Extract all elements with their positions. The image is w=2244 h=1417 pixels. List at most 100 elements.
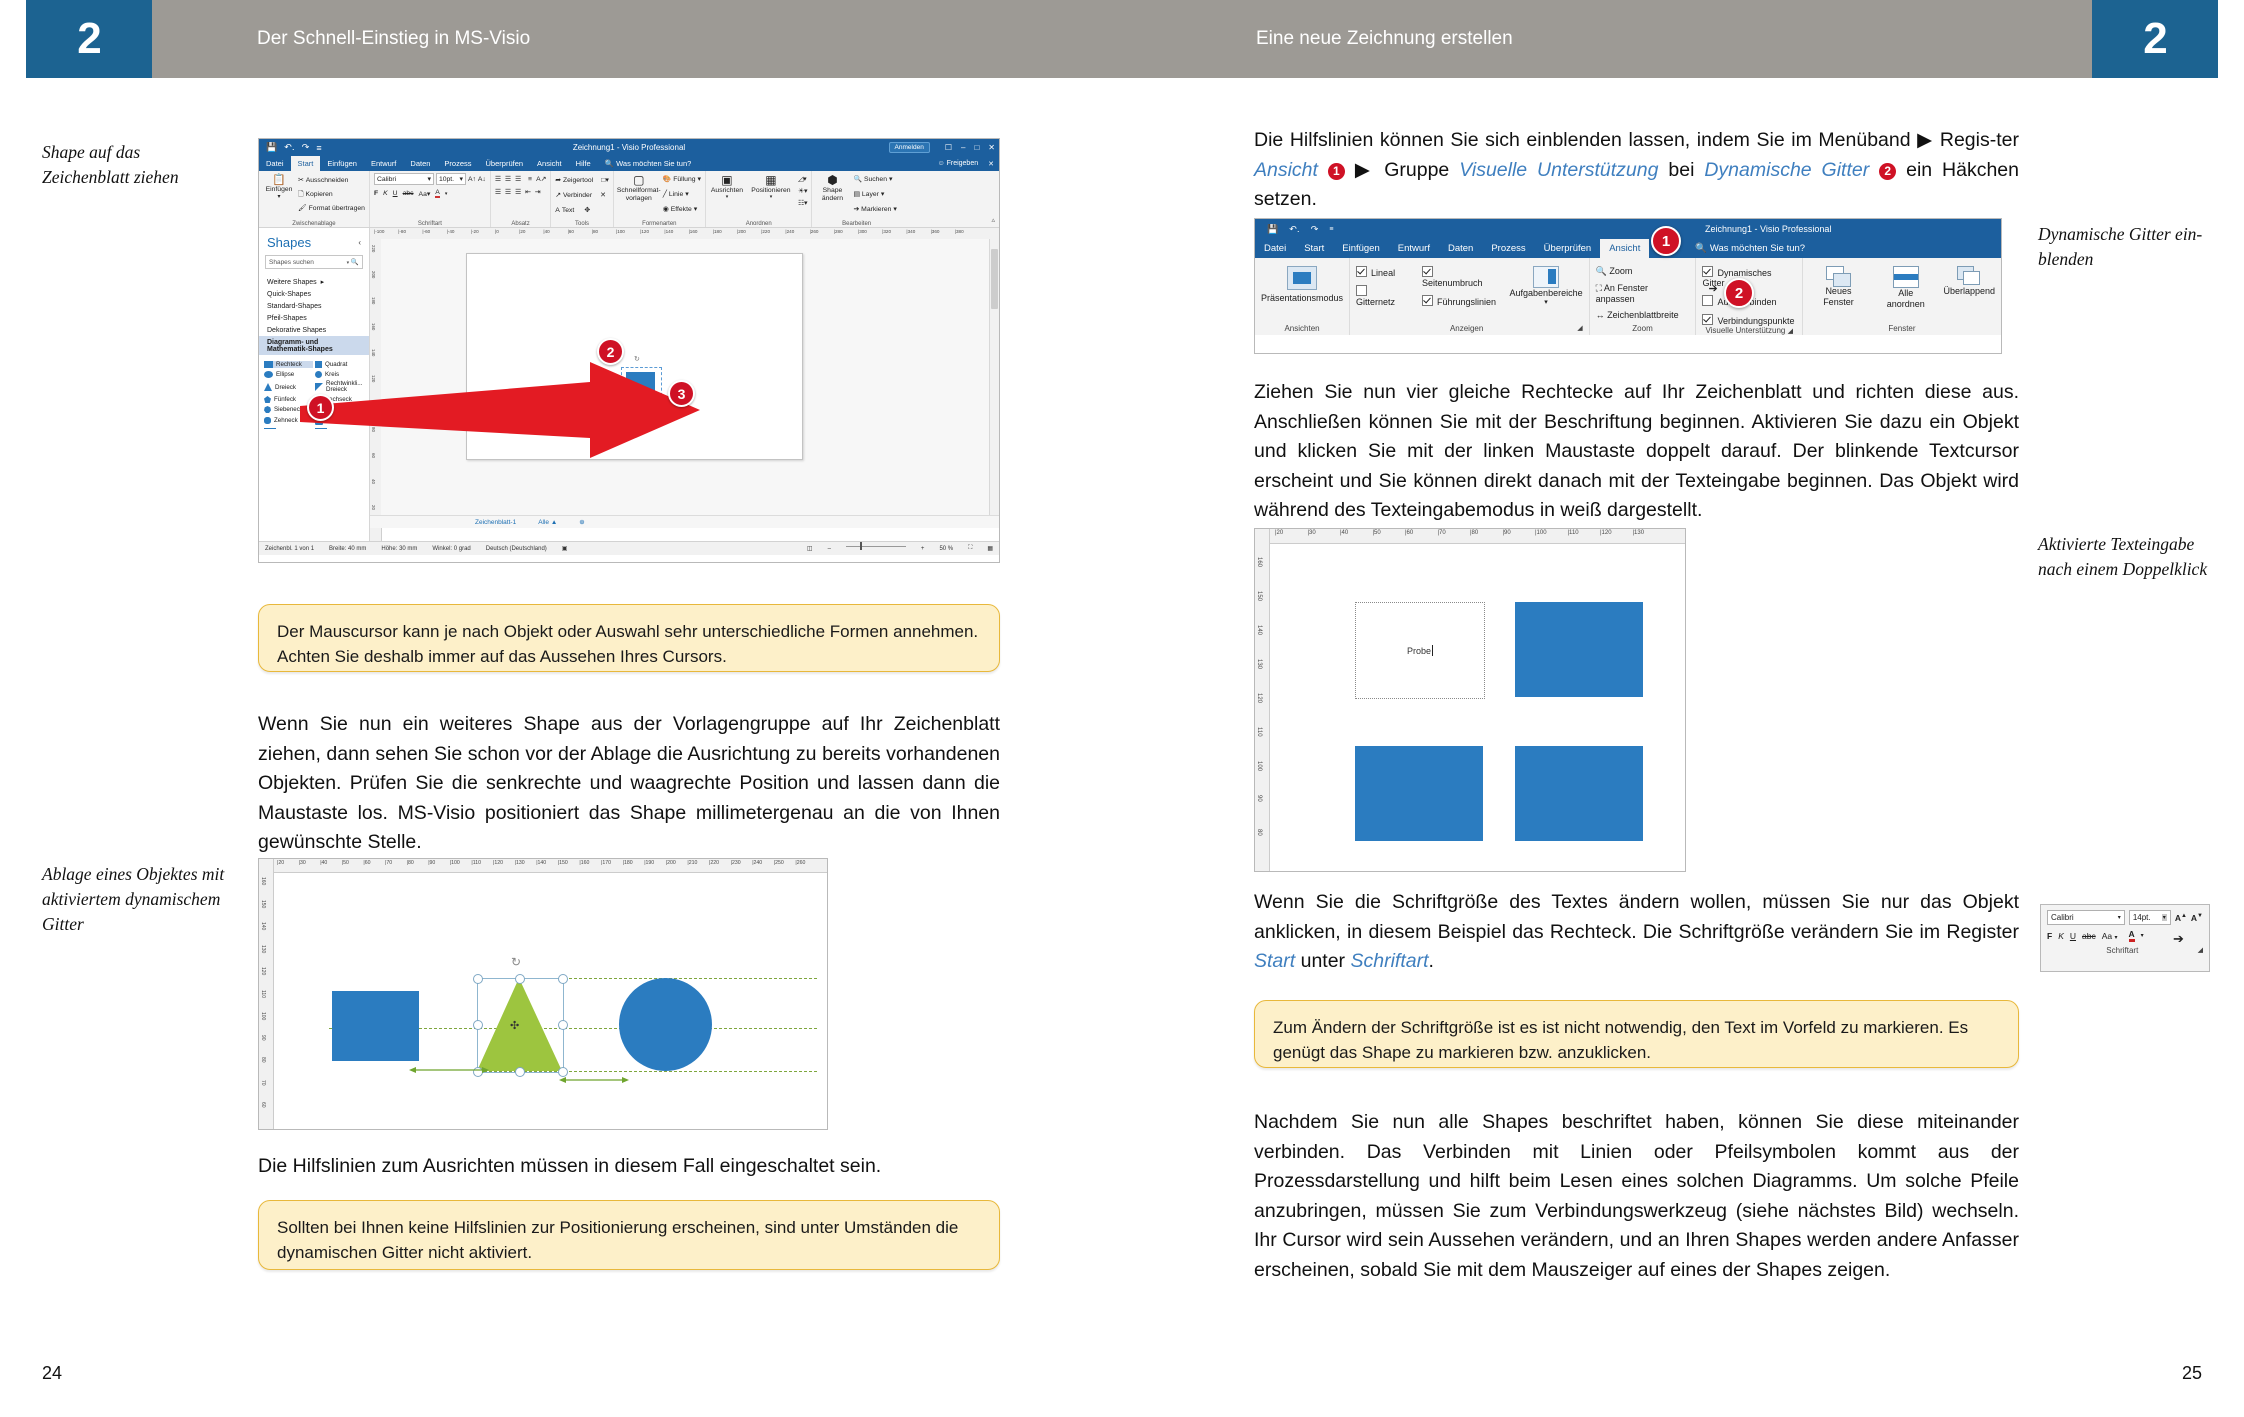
tabs-right-group[interactable]: ☺ Freigeben ✕	[938, 160, 995, 168]
zoom-item[interactable]: 🔍 Zoom	[1595, 266, 1633, 276]
tab-einfuegen[interactable]: Einfügen	[327, 159, 357, 168]
collapse-ribbon-icon[interactable]: ✕	[988, 160, 994, 168]
send-backward-icon[interactable]: ☀▾	[797, 188, 808, 195]
sheet-tab[interactable]: Zeichenblatt-1	[475, 518, 517, 526]
layer-item[interactable]: ▤ Layer ▾	[853, 191, 885, 198]
shapes-cat-pfeil[interactable]: Pfeil-Shapes	[267, 314, 307, 322]
strikethrough-icon[interactable]: abc	[402, 190, 414, 197]
quick-access-toolbar[interactable]: 💾 ↶․ ↷ ≡	[259, 142, 322, 153]
change-shape-label[interactable]: Shape ändern	[821, 187, 844, 202]
zoom-in-icon[interactable]: +	[920, 545, 925, 552]
font-size-combo[interactable]: 10pt. ▾	[435, 173, 466, 185]
vtab-entwurf[interactable]: Entwurf	[1397, 243, 1430, 254]
close-icon[interactable]: ✕	[988, 143, 995, 152]
dialog-launcher-icon[interactable]: ◢	[2197, 947, 2203, 954]
shapes-search-input[interactable]: Shapes suchen ▾ 🔍	[265, 255, 363, 269]
grow-font-icon[interactable]: A▲	[2174, 912, 2187, 923]
grow-font-icon[interactable]: A↑	[467, 175, 476, 183]
font-name-combo[interactable]: Calibri ▾	[373, 173, 434, 185]
underline-icon[interactable]: U	[392, 190, 398, 197]
bullets-icon[interactable]: ≡	[528, 175, 533, 183]
visio-ribbon-tabs[interactable]: Datei Start Einfügen Entwurf Daten Proze…	[259, 156, 999, 171]
stencil-more-1[interactable]	[264, 428, 313, 429]
increase-indent-icon[interactable]: ⇥	[534, 189, 541, 196]
zoom-slider[interactable]	[845, 542, 906, 550]
page-width-item[interactable]: ↔ Zeichenblattbreite	[1595, 310, 1679, 320]
valign-top-icon[interactable]: ☰	[494, 189, 501, 196]
arrange-all-label[interactable]: Alle anordnen	[1886, 288, 1925, 309]
vertical-scrollbar[interactable]	[989, 239, 999, 519]
find-item[interactable]: 🔍 Suchen ▾	[853, 176, 893, 183]
fit-window-item[interactable]: ⛶ An Fenster anpassen	[1595, 283, 1648, 304]
shrink-font-icon[interactable]: A▼	[2190, 912, 2203, 923]
stencil-fuenfeck[interactable]: Fünfeck	[264, 396, 313, 403]
cut-item[interactable]: ✂ Ausschneiden	[298, 177, 349, 184]
change-shape-icon[interactable]: ⬢	[827, 173, 838, 187]
line-item[interactable]: ╱ Linie ▾	[662, 191, 689, 198]
tab-start[interactable]: Start	[290, 156, 321, 171]
shapes-cat-diagramm[interactable]: Diagramm- und Mathematik-Shapes	[259, 336, 369, 355]
tab-datei[interactable]: Datei	[266, 159, 284, 168]
undo-icon[interactable]: ↶․	[1289, 223, 1300, 234]
quickstyles-label[interactable]: Schnellformat-vorlagen	[616, 187, 661, 202]
new-window-icon[interactable]	[1826, 266, 1852, 287]
tab-ueberpruefen[interactable]: Überprüfen	[485, 159, 524, 168]
checkbox-lineal[interactable]	[1356, 266, 1368, 277]
new-window-label[interactable]: Neues Fenster	[1823, 286, 1854, 307]
fill-item[interactable]: 🎨 Füllung ▾	[662, 176, 701, 183]
position-icon[interactable]: ▦	[765, 173, 777, 187]
ribbon-display-options-icon[interactable]: ☐	[944, 143, 952, 152]
checkbox-gitternetz[interactable]	[1356, 285, 1368, 296]
text-direction-icon[interactable]: A↗	[536, 176, 547, 183]
checkbox-dynamisches-gitter[interactable]	[1702, 266, 1714, 277]
checkbox-autoverbinden[interactable]	[1702, 295, 1714, 306]
connector-tool-item[interactable]: ↗ Verbinder ✕	[555, 192, 606, 199]
stencil-rechteck[interactable]: Rechteck	[264, 361, 313, 368]
stencil-zehneck[interactable]: Zehneck	[264, 416, 313, 425]
vtab-start[interactable]: Start	[1304, 243, 1325, 254]
vtab-daten[interactable]: Daten	[1447, 243, 1474, 254]
position-label[interactable]: Positionieren	[751, 187, 791, 194]
stencil-dreieck[interactable]: Dreieck	[264, 381, 313, 393]
view-ribbon-tabs[interactable]: Datei Start Einfügen Entwurf Daten Proze…	[1255, 239, 2001, 258]
add-sheet-icon[interactable]: ⊕	[579, 519, 585, 526]
bring-forward-icon[interactable]: ◿▾	[797, 176, 807, 183]
task-panes-icon[interactable]	[1533, 266, 1560, 288]
rotate-handle-icon[interactable]: ↻	[634, 356, 640, 363]
cascade-icon[interactable]	[1957, 266, 1981, 286]
tab-entwurf[interactable]: Entwurf	[370, 159, 397, 168]
undo-icon[interactable]: ↶․	[284, 142, 295, 152]
qat-more-icon[interactable]: ≡	[1329, 225, 1334, 233]
font-color-icon[interactable]: A	[2128, 929, 2135, 942]
decrease-indent-icon[interactable]: ⇤	[525, 189, 531, 196]
cascade-label[interactable]: Überlappend	[1943, 286, 1996, 296]
redo-icon[interactable]: ↷	[1310, 223, 1319, 234]
status-macro-icon[interactable]: ▣	[561, 546, 568, 552]
collapse-panel-icon[interactable]: ‹	[358, 238, 361, 247]
format-painter-item[interactable]: 🖌 Format übertragen	[298, 205, 365, 212]
strikethrough-icon[interactable]: abc	[2082, 930, 2096, 941]
full-screen-icon[interactable]: ▦	[987, 546, 993, 552]
vtab-datei[interactable]: Datei	[1264, 243, 1287, 254]
change-case-icon[interactable]: Aa ▾	[2101, 930, 2118, 941]
dialog-launcher-icon[interactable]: ◢	[1787, 328, 1793, 335]
italic-icon[interactable]: K	[383, 190, 388, 197]
stencil-quadrat[interactable]: Quadrat	[315, 361, 364, 368]
vtab-ansicht[interactable]: Ansicht	[1600, 239, 1650, 258]
collapse-ribbon-caret[interactable]: ▵	[991, 217, 995, 224]
shapes-cat-standard[interactable]: Standard-Shapes	[267, 302, 322, 310]
underline-icon[interactable]: U	[2069, 930, 2077, 941]
presentation-mode-label[interactable]: Präsentationsmodus	[1261, 293, 1344, 303]
minimize-icon[interactable]: –	[961, 143, 966, 152]
all-sheets-button[interactable]: Alle ▲	[538, 518, 558, 526]
align-left-icon[interactable]: ☰	[494, 176, 501, 183]
align-label[interactable]: Ausrichten	[710, 187, 744, 194]
shrink-font-icon[interactable]: A↓	[477, 175, 486, 183]
valign-middle-icon[interactable]: ☰	[504, 189, 511, 196]
tell-me-search[interactable]: 🔍 Was möchten Sie tun?	[604, 159, 692, 168]
sheet-tab-bar[interactable]: Zeichenblatt-1 Alle ▲ ⊕	[370, 515, 999, 528]
valign-bottom-icon[interactable]: ☰	[515, 189, 522, 196]
group-icon[interactable]: ☷▾	[797, 200, 808, 207]
maximize-icon[interactable]: □	[974, 143, 980, 152]
checkbox-fuehrungslinien[interactable]	[1422, 295, 1434, 306]
